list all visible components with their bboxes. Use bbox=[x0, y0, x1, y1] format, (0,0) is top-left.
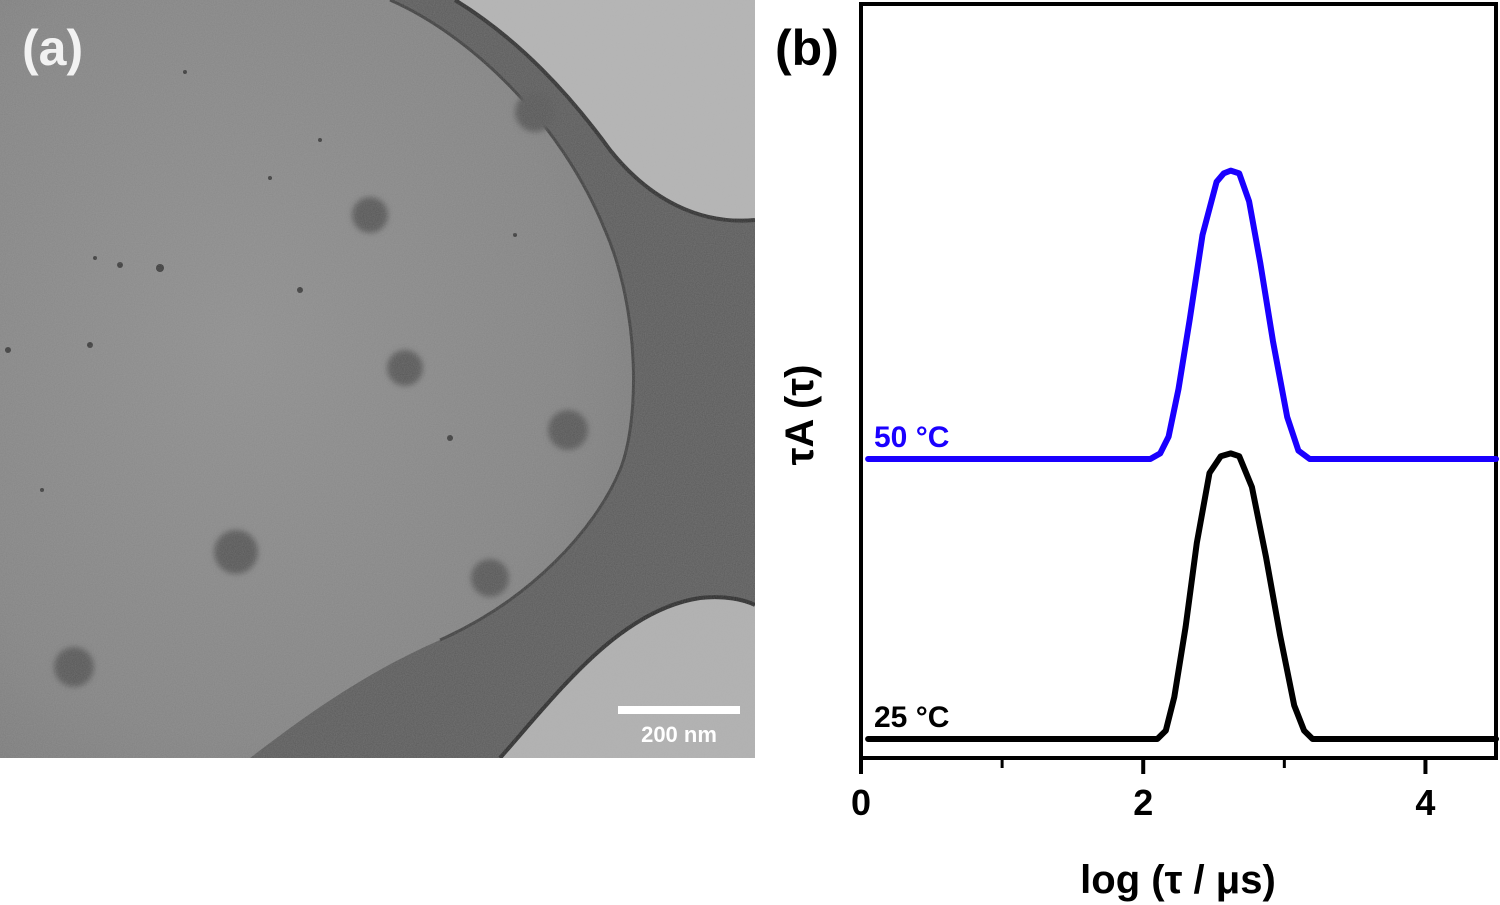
y-axis-title: τA (τ) bbox=[778, 365, 822, 466]
micrograph-image: (a) 200 nm bbox=[0, 0, 755, 758]
scale-bar bbox=[618, 706, 740, 714]
series-line-50c bbox=[865, 167, 1499, 462]
series-line-25c bbox=[865, 450, 1499, 742]
panel-a-label: (a) bbox=[22, 20, 83, 76]
x-axis-title: log (τ / μs) bbox=[1080, 858, 1276, 902]
x-axis: 0 2 4 bbox=[851, 758, 1435, 823]
x-tick-label: 0 bbox=[851, 782, 871, 823]
series-label-50c: 50 °C bbox=[874, 421, 949, 454]
x-tick-label: 2 bbox=[1133, 782, 1153, 823]
plot-frame bbox=[859, 2, 1498, 760]
scale-bar-label: 200 nm bbox=[641, 722, 717, 747]
panel-b-label: (b) bbox=[775, 20, 839, 76]
series-labels: 50 °C 25 °C bbox=[874, 421, 949, 734]
series-layer bbox=[865, 167, 1499, 742]
series-label-25c: 25 °C bbox=[874, 701, 949, 734]
x-tick-label: 4 bbox=[1415, 782, 1435, 823]
